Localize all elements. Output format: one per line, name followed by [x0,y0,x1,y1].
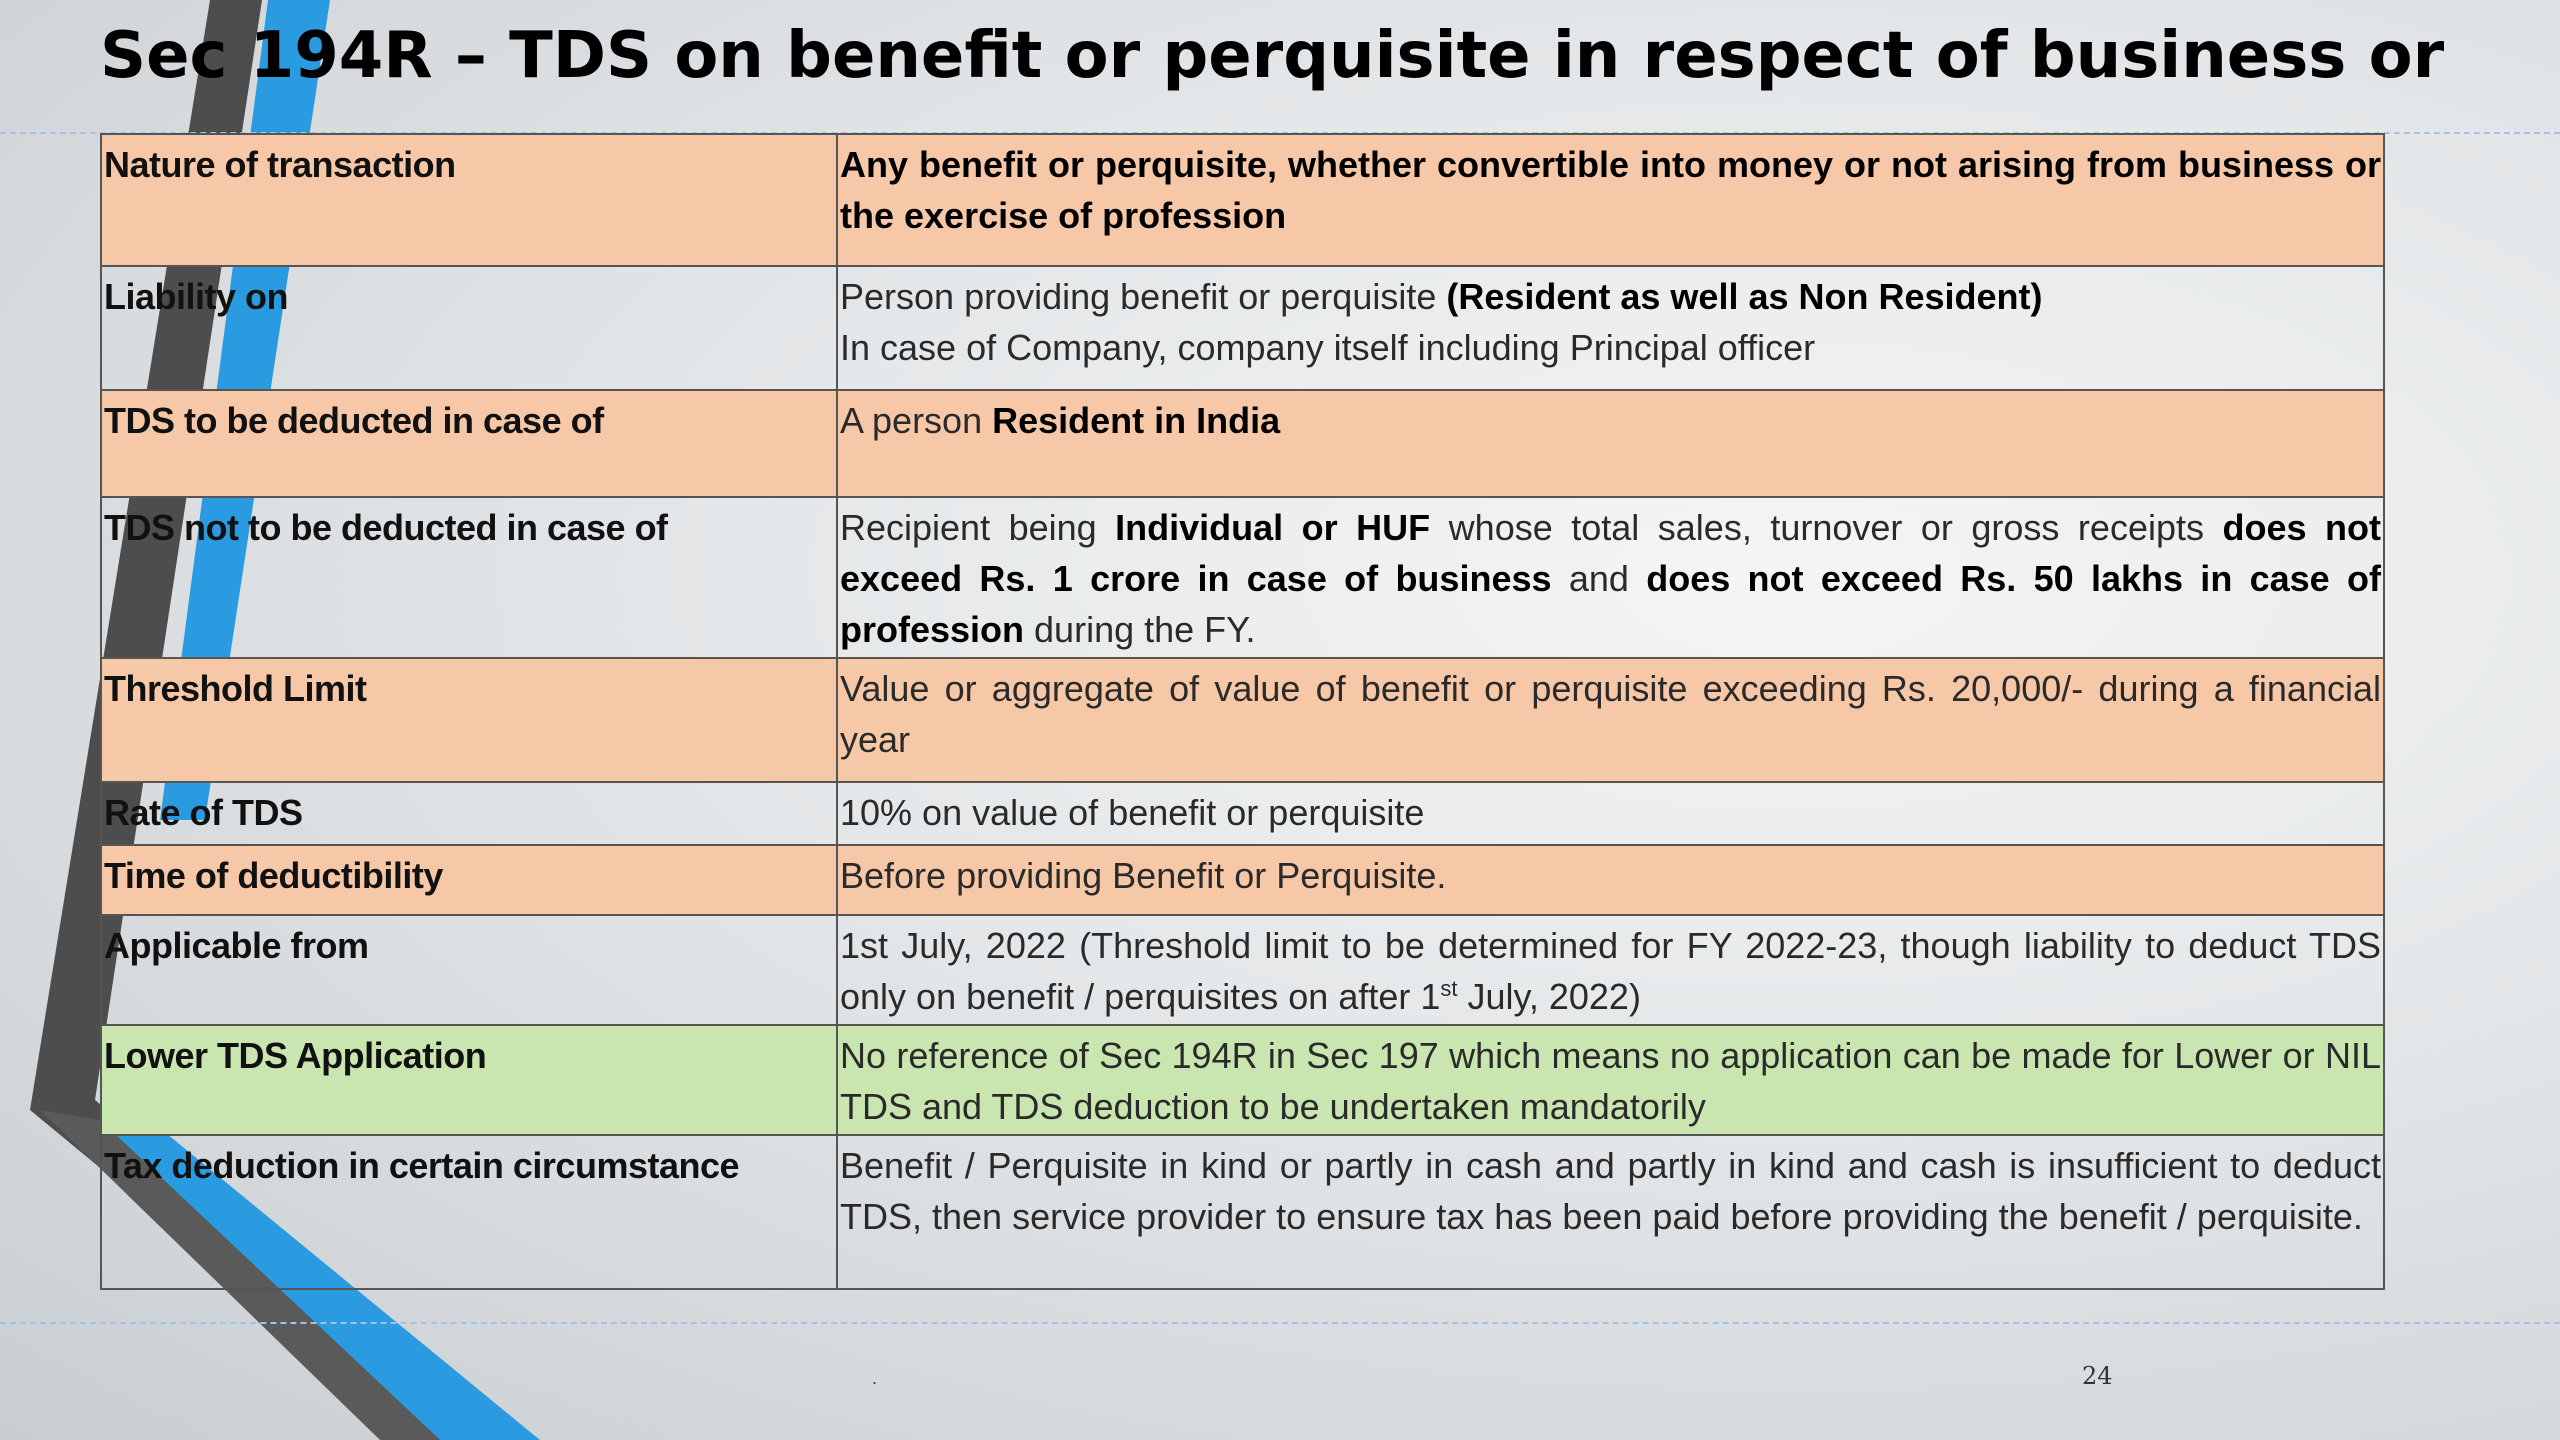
row-value: Benefit / Perquisite in kind or partly i… [836,1134,2385,1290]
row-value: 1st July, 2022 (Threshold limit to be de… [836,914,2385,1026]
row-label: TDS not to be deducted in case of [100,496,838,659]
table-row: TDS to be deducted in case of A person R… [100,389,2385,498]
table-row: TDS not to be deducted in case of Recipi… [100,496,2385,659]
row-label: Tax deduction in certain circumstance [100,1134,838,1290]
table-row: Liability on Person providing benefit or… [100,265,2385,391]
row-label: Rate of TDS [100,781,838,846]
row-label: Lower TDS Application [100,1024,838,1136]
top-dashed-rule [0,132,2560,134]
row-value: Person providing benefit or perquisite (… [836,265,2385,391]
row-value: Any benefit or perquisite, whether conve… [836,133,2385,267]
table-row: Lower TDS Application No reference of Se… [100,1024,2385,1136]
page-number: 24 [2082,1362,2113,1390]
table-row: Applicable from 1st July, 2022 (Threshol… [100,914,2385,1026]
row-label: Applicable from [100,914,838,1026]
row-label: Threshold Limit [100,657,838,783]
row-label: TDS to be deducted in case of [100,389,838,498]
row-value: A person Resident in India [836,389,2385,498]
table-row: Rate of TDS 10% on value of benefit or p… [100,781,2385,846]
table-row: Nature of transaction Any benefit or per… [100,133,2385,267]
row-label: Liability on [100,265,838,391]
footer-dot: . [872,1368,878,1388]
row-label: Nature of transaction [100,133,838,267]
row-value: Recipient being Individual or HUF whose … [836,496,2385,659]
slide-title: Sec 194R – TDS on benefit or perquisite … [100,19,2460,93]
table-row: Threshold Limit Value or aggregate of va… [100,657,2385,783]
tds-table: Nature of transaction Any benefit or per… [100,133,2385,1290]
row-value: 10% on value of benefit or perquisite [836,781,2385,846]
row-value: Before providing Benefit or Perquisite. [836,844,2385,916]
table-row: Tax deduction in certain circumstance Be… [100,1134,2385,1290]
row-value: Value or aggregate of value of benefit o… [836,657,2385,783]
row-label: Time of deductibility [100,844,838,916]
row-value: No reference of Sec 194R in Sec 197 whic… [836,1024,2385,1136]
bottom-dashed-rule [0,1322,2560,1324]
table-row: Time of deductibility Before providing B… [100,844,2385,916]
